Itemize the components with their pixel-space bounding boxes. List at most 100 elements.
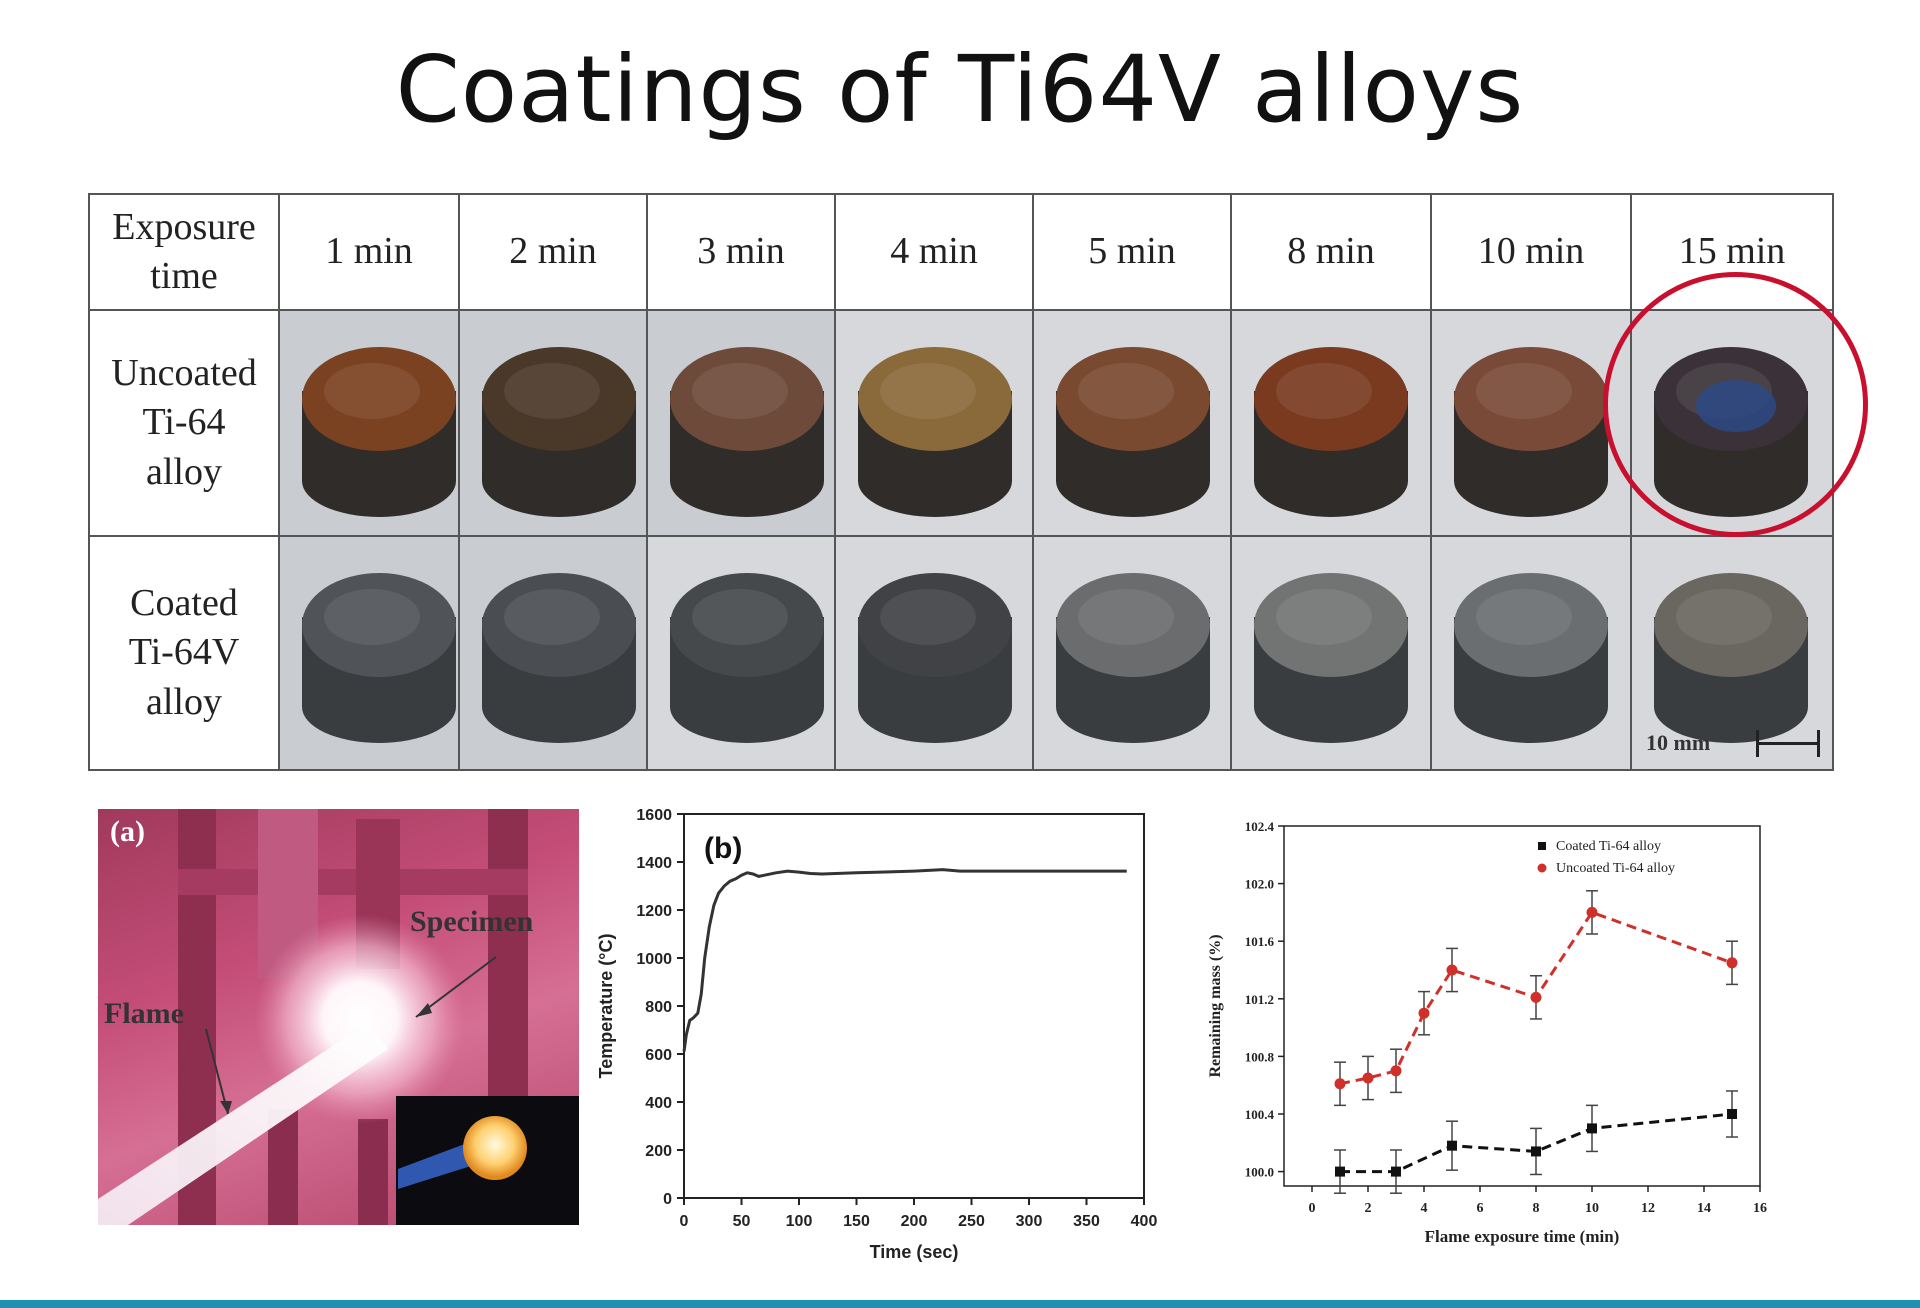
sample-photo bbox=[460, 311, 646, 535]
temperature-chart: 0 50 100 150 200 250 300 350 400 0 200 400 600 800 100… bbox=[596, 807, 1157, 1262]
specimen-label: Specimen bbox=[410, 905, 534, 938]
disk-highlight bbox=[1078, 589, 1174, 645]
flame-arrow bbox=[205, 1028, 229, 1115]
specimen-arrowhead bbox=[416, 1003, 432, 1017]
disk-highlight bbox=[880, 363, 976, 419]
sample-photo bbox=[460, 537, 646, 769]
disk-highlight bbox=[1078, 363, 1174, 419]
x-tick-label: 350 bbox=[1073, 1213, 1100, 1230]
coated-sample-cell bbox=[1032, 535, 1232, 771]
x-tick-label: 300 bbox=[1016, 1213, 1043, 1230]
coated-sample-cell bbox=[278, 535, 460, 771]
disk-top bbox=[482, 347, 636, 451]
sample-photo bbox=[1632, 537, 1832, 769]
panel-label-b: (b) bbox=[704, 832, 742, 865]
scale-bar-line bbox=[1756, 730, 1820, 757]
sample-photo bbox=[648, 311, 834, 535]
y-tick-label: 101.6 bbox=[1245, 934, 1275, 949]
disk-highlight bbox=[324, 589, 420, 645]
sample-disk bbox=[482, 347, 636, 517]
data-point bbox=[1418, 1007, 1430, 1019]
row-label-line: alloy bbox=[146, 450, 222, 493]
uncoated-sample-cell bbox=[458, 309, 648, 537]
y-tick-label: 100.8 bbox=[1245, 1049, 1275, 1064]
x-tick-label: 6 bbox=[1477, 1201, 1484, 1216]
sample-disk bbox=[858, 573, 1012, 743]
data-point bbox=[1335, 1166, 1345, 1177]
time-header: 2 min bbox=[458, 193, 648, 311]
sample-photo bbox=[1432, 311, 1630, 535]
time-header: 10 min bbox=[1430, 193, 1632, 311]
disk-top bbox=[302, 573, 456, 677]
fixture-bar bbox=[178, 869, 528, 895]
sample-disk bbox=[670, 347, 824, 517]
exposure-time-header: Exposure time bbox=[88, 193, 280, 311]
data-point bbox=[1530, 991, 1542, 1003]
coated-sample-cell bbox=[458, 535, 648, 771]
uncoated-row: Uncoated Ti-64 alloy bbox=[88, 309, 1834, 537]
disk-highlight bbox=[1476, 363, 1572, 419]
slide-title: Coatings of Ti64V alloys bbox=[395, 36, 1525, 143]
y-tick-label: 200 bbox=[645, 1143, 672, 1160]
uncoated-sample-cell bbox=[278, 309, 460, 537]
disk-top bbox=[1454, 573, 1608, 677]
sample-photo bbox=[648, 537, 834, 769]
disk-top bbox=[1056, 347, 1210, 451]
fixture-leg bbox=[268, 1109, 298, 1225]
scale-bar-label: 10 mm bbox=[1646, 730, 1711, 755]
coated-sample-cell bbox=[646, 535, 836, 771]
sample-photo bbox=[280, 311, 458, 535]
disk-highlight bbox=[692, 363, 788, 419]
disk-top bbox=[670, 573, 824, 677]
y-tick-label: 1200 bbox=[636, 903, 672, 920]
disk-bottom bbox=[1056, 671, 1210, 743]
flame-arrowhead bbox=[220, 1101, 232, 1114]
y-axis-label: Remaining mass (%) bbox=[1207, 934, 1224, 1077]
x-tick-label: 0 bbox=[680, 1213, 689, 1230]
y-tick-label: 0 bbox=[663, 1191, 672, 1208]
legend-entry: Coated Ti-64 alloy bbox=[1556, 839, 1661, 854]
row-label-line: Ti-64V bbox=[128, 631, 240, 674]
data-point bbox=[1726, 957, 1738, 969]
time-header: 4 min bbox=[834, 193, 1034, 311]
x-tick-label: 0 bbox=[1309, 1201, 1316, 1216]
data-point bbox=[1727, 1109, 1737, 1119]
sample-disk bbox=[858, 347, 1012, 517]
x-tick-label: 10 bbox=[1585, 1201, 1599, 1216]
y-tick-label: 400 bbox=[645, 1095, 672, 1112]
y-tick-label: 1600 bbox=[636, 807, 672, 824]
uncoated-sample-cell bbox=[1032, 309, 1232, 537]
sample-photo bbox=[1034, 537, 1230, 769]
x-tick-label: 100 bbox=[786, 1213, 813, 1230]
disk-bottom bbox=[1254, 445, 1408, 517]
y-tick-label: 800 bbox=[645, 999, 672, 1016]
sample-disk bbox=[302, 573, 456, 743]
coated-sample-cell bbox=[1430, 535, 1632, 771]
table-header-row: Exposure time 1 min 2 min 3 min 4 min 5 … bbox=[88, 193, 1834, 311]
data-point bbox=[1586, 906, 1598, 918]
x-tick-label: 50 bbox=[733, 1213, 751, 1230]
legend-marker bbox=[1537, 863, 1547, 873]
y-tick-label: 1400 bbox=[636, 855, 672, 872]
disk-highlight bbox=[692, 589, 788, 645]
disk-top bbox=[1654, 573, 1808, 677]
data-point bbox=[1447, 1140, 1457, 1151]
disk-bottom bbox=[670, 445, 824, 517]
sample-disk bbox=[1056, 347, 1210, 517]
disk-top bbox=[1454, 347, 1608, 451]
disk-bottom bbox=[302, 671, 456, 743]
exposure-table: Exposure time 1 min 2 min 3 min 4 min 5 … bbox=[88, 193, 1834, 771]
data-point bbox=[1446, 964, 1458, 976]
x-tick-label: 2 bbox=[1365, 1201, 1372, 1216]
disk-bottom bbox=[1254, 671, 1408, 743]
sample-disk bbox=[482, 573, 636, 743]
y-tick-label: 100.4 bbox=[1245, 1107, 1275, 1122]
flame-label: Flame bbox=[104, 997, 184, 1030]
disk-top bbox=[858, 347, 1012, 451]
y-tick-label: 100.0 bbox=[1245, 1165, 1274, 1180]
inset-specimen bbox=[463, 1116, 527, 1180]
disk-bottom bbox=[1654, 671, 1808, 743]
remaining-mass-chart: 0 2 4 6 8 10 12 14 16 100.0 100.4 100.8 101.2 101.6 10… bbox=[1207, 819, 1767, 1246]
sample-disk bbox=[302, 347, 456, 517]
sample-disk bbox=[1056, 573, 1210, 743]
